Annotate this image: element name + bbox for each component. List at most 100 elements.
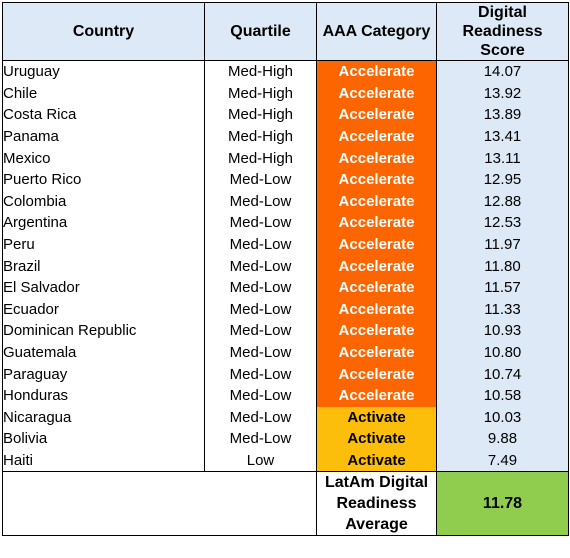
average-value: 11.78 [436, 471, 569, 537]
category-cell: Accelerate [316, 298, 437, 321]
category-cell: Accelerate [316, 276, 437, 299]
category-cell: Accelerate [316, 320, 437, 342]
header-aaa-category: AAA Category [316, 2, 437, 61]
country-cell: Chile [2, 82, 205, 105]
header-quartile: Quartile [204, 2, 317, 61]
table-row: Mexico Med-High Accelerate 13.11 [2, 147, 569, 169]
table-row: Paraguay Med-Low Accelerate 10.74 [2, 363, 569, 385]
table-row: Bolivia Med-Low Activate 9.88 [2, 428, 569, 450]
quartile-cell: Med-High [204, 60, 317, 83]
score-cell: 13.89 [436, 104, 569, 126]
table-body: Uruguay Med-High Accelerate 14.07 Chile Med-H… [2, 60, 569, 473]
category-cell: Accelerate [316, 104, 437, 126]
table-row: Nicaragua Med-Low Activate 10.03 [2, 406, 569, 429]
table-footer: LatAm Digital Readiness Average 11.78 [2, 471, 569, 537]
category-cell: Accelerate [316, 190, 437, 213]
table-row: El Salvador Med-Low Accelerate 11.57 [2, 276, 569, 299]
table-header: Country Quartile AAA Category Digital Re… [2, 2, 569, 61]
table-row: Chile Med-High Accelerate 13.92 [2, 82, 569, 105]
quartile-cell: Med-Low [204, 384, 317, 407]
digital-readiness-table: Country Quartile AAA Category Digital Re… [2, 2, 569, 537]
category-cell: Accelerate [316, 255, 437, 277]
country-cell: Dominican Republic [2, 320, 205, 342]
score-cell: 12.88 [436, 190, 569, 213]
score-cell: 10.74 [436, 363, 569, 385]
score-cell: 10.03 [436, 406, 569, 429]
score-cell: 13.11 [436, 147, 569, 169]
quartile-cell: Med-High [204, 125, 317, 148]
country-cell: Peru [2, 233, 205, 256]
quartile-cell: Med-Low [204, 428, 317, 450]
score-cell: 12.95 [436, 168, 569, 191]
digital-readiness-table-container: Country Quartile AAA Category Digital Re… [2, 2, 569, 537]
score-cell: 14.07 [436, 60, 569, 83]
score-cell: 11.80 [436, 255, 569, 277]
table-row: Colombia Med-Low Accelerate 12.88 [2, 190, 569, 213]
category-cell: Accelerate [316, 168, 437, 191]
table-row: Panama Med-High Accelerate 13.41 [2, 125, 569, 148]
average-label-line1: LatAm Digital [324, 474, 429, 492]
table-row: Dominican Republic Med-Low Accelerate 10.93 [2, 320, 569, 342]
category-cell: Activate [316, 428, 437, 450]
quartile-cell: Med-Low [204, 406, 317, 429]
category-cell: Accelerate [316, 212, 437, 234]
table-row: Argentina Med-Low Accelerate 12.53 [2, 212, 569, 234]
average-label-line3: Average [345, 516, 408, 534]
country-cell: Guatemala [2, 341, 205, 364]
category-cell: Accelerate [316, 341, 437, 364]
category-cell: Accelerate [316, 125, 437, 148]
header-country: Country [2, 2, 205, 61]
score-cell: 11.33 [436, 298, 569, 321]
country-cell: Panama [2, 125, 205, 148]
quartile-cell: Med-Low [204, 168, 317, 191]
header-score-line1: Digital Readiness [462, 4, 543, 40]
category-cell: Accelerate [316, 384, 437, 407]
table-row: Peru Med-Low Accelerate 11.97 [2, 233, 569, 256]
score-cell: 13.41 [436, 125, 569, 148]
quartile-cell: Med-Low [204, 255, 317, 277]
quartile-cell: Med-Low [204, 298, 317, 321]
country-cell: Bolivia [2, 428, 205, 450]
quartile-cell: Med-Low [204, 190, 317, 213]
header-digital-readiness-score: Digital Readiness Score [436, 2, 569, 61]
country-cell: Colombia [2, 190, 205, 213]
table-row: Haiti Low Activate 7.49 [2, 449, 569, 473]
country-cell: Ecuador [2, 298, 205, 321]
quartile-cell: Med-High [204, 104, 317, 126]
table-row: Ecuador Med-Low Accelerate 11.33 [2, 298, 569, 321]
country-cell: Argentina [2, 212, 205, 234]
country-cell: Costa Rica [2, 104, 205, 126]
average-row: LatAm Digital Readiness Average 11.78 [2, 471, 569, 537]
country-cell: Uruguay [2, 60, 205, 83]
country-cell: Puerto Rico [2, 168, 205, 191]
country-cell: Haiti [2, 449, 205, 473]
header-row: Country Quartile AAA Category Digital Re… [2, 2, 569, 61]
category-cell: Accelerate [316, 363, 437, 385]
header-score-line2: Score [480, 42, 525, 59]
table-row: Costa Rica Med-High Accelerate 13.89 [2, 104, 569, 126]
score-cell: 12.53 [436, 212, 569, 234]
table-row: Brazil Med-Low Accelerate 11.80 [2, 255, 569, 277]
category-cell: Accelerate [316, 147, 437, 169]
score-cell: 7.49 [436, 449, 569, 473]
country-cell: Paraguay [2, 363, 205, 385]
average-blank-cell [204, 471, 317, 537]
average-label-line2: Readiness [336, 495, 417, 513]
quartile-cell: Low [204, 449, 317, 473]
quartile-cell: Med-Low [204, 233, 317, 256]
score-cell: 11.97 [436, 233, 569, 256]
table-row: Uruguay Med-High Accelerate 14.07 [2, 60, 569, 83]
score-cell: 9.88 [436, 428, 569, 450]
country-cell: Brazil [2, 255, 205, 277]
quartile-cell: Med-High [204, 82, 317, 105]
country-cell: Nicaragua [2, 406, 205, 429]
score-cell: 10.58 [436, 384, 569, 407]
category-cell: Accelerate [316, 233, 437, 256]
table-row: Honduras Med-Low Accelerate 10.58 [2, 384, 569, 407]
category-cell: Accelerate [316, 82, 437, 105]
quartile-cell: Med-High [204, 147, 317, 169]
average-blank-cell [2, 471, 205, 537]
country-cell: El Salvador [2, 276, 205, 299]
category-cell: Accelerate [316, 60, 437, 83]
score-cell: 10.80 [436, 341, 569, 364]
